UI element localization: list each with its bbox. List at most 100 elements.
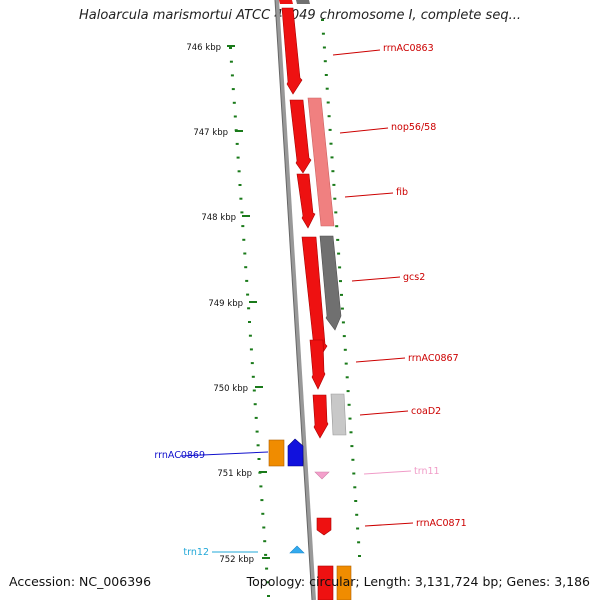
gene-arrow-coaD2-red[interactable] (312, 394, 329, 439)
gene-arrow-rrnAC0871[interactable] (316, 517, 332, 536)
chromosome-backbone (275, 0, 316, 600)
leader-line-nop56-58 (339, 127, 389, 134)
ring-dot (333, 197, 337, 200)
ring-dot (243, 252, 247, 255)
ring-dot (343, 348, 347, 351)
ruler-label-750: 750 kbp (213, 384, 248, 394)
leader-lines (179, 49, 414, 553)
gene-box-orange[interactable] (268, 439, 285, 467)
ring-dot (254, 416, 258, 419)
ring-dot (351, 458, 355, 461)
gene-arrow-rrnAC0869[interactable] (287, 438, 304, 467)
ring-dot (267, 595, 270, 597)
ring-dot (252, 389, 256, 392)
ring-dot (347, 403, 351, 406)
label-rrnAC0863[interactable]: rrnAC0863 (383, 43, 434, 54)
leader-line-rrnAC0869 (179, 451, 269, 457)
ring-dot (240, 211, 244, 214)
label-rrnAC0871[interactable]: rrnAC0871 (416, 518, 467, 529)
ring-dot (321, 19, 324, 21)
ring-dot (325, 87, 329, 90)
gene-arrow-rrnAC0867[interactable] (309, 339, 326, 390)
ring-dot (230, 74, 234, 77)
ring-dot (326, 101, 330, 104)
label-rrnAC0869[interactable]: rrnAC0869 (154, 450, 205, 461)
ring-dot (352, 472, 356, 475)
ring-dot (238, 184, 242, 186)
ring-dot (253, 403, 257, 406)
gene-arrow-gcs2[interactable] (319, 235, 342, 331)
ring-dot (232, 101, 236, 104)
label-coaD2[interactable]: coaD2 (411, 406, 441, 417)
inner-dotted-ring (229, 47, 270, 597)
gene-arrow-trn11[interactable] (314, 471, 330, 480)
ring-dot (242, 238, 246, 241)
ring-dot (261, 512, 265, 515)
ring-dot (336, 238, 340, 241)
ruler-label-746: 746 kbp (186, 43, 221, 53)
gene-arrow-fib[interactable] (307, 97, 335, 227)
ring-dot (327, 115, 331, 118)
ring-dot (244, 266, 248, 269)
ruler: 746 kbp 747 kbp 748 kbp 749 kbp 750 kbp … (186, 43, 270, 565)
ring-dot (236, 156, 240, 159)
ring-dot (322, 46, 326, 49)
gene-box-bottom-orange[interactable] (336, 565, 352, 600)
feature-labels: rrnAC0863 nop56/58 fib gcs2 rrnAC0867 co… (154, 43, 466, 558)
ring-dot (248, 321, 251, 323)
label-gcs2[interactable]: gcs2 (403, 272, 425, 283)
ring-dot (339, 280, 342, 283)
ring-dot (260, 499, 264, 502)
label-nop56-58[interactable]: nop56/58 (391, 122, 436, 133)
ring-dot (257, 458, 261, 460)
gene-arrow-rrnAC0863[interactable] (281, 7, 303, 95)
ring-dot (346, 390, 350, 393)
ring-dot (356, 527, 360, 530)
leader-line-coaD2 (359, 410, 409, 416)
leader-line-rrnAC0871 (364, 522, 414, 527)
leader-line-fib (344, 192, 394, 198)
gene-arrow-trn12[interactable] (289, 545, 305, 554)
ring-dot (357, 541, 361, 544)
ring-dot (344, 362, 348, 365)
features (268, 0, 352, 600)
chromosome-backbone-shade (274, 0, 313, 600)
leader-line-rrnAC0863 (332, 49, 381, 56)
label-trn11[interactable]: trn11 (414, 466, 440, 477)
ring-dot (345, 376, 349, 379)
gene-arrow-top-red[interactable] (279, 0, 293, 4)
ring-dot (348, 417, 352, 420)
gene-arrow-red-mid[interactable] (296, 173, 316, 229)
ring-dot (256, 444, 260, 447)
ring-dot (324, 74, 328, 76)
gene-arrow-coaD2[interactable] (330, 393, 347, 436)
gene-box-bottom-red[interactable] (317, 565, 334, 600)
gene-arrow-nop56-58[interactable] (289, 99, 312, 174)
ring-dot (265, 567, 269, 570)
ring-dot (330, 156, 334, 159)
ring-dot (241, 225, 245, 228)
ring-dot (246, 293, 250, 296)
topology-summary: Topology: circular; Length: 3,131,724 bp… (246, 574, 590, 589)
ring-dot (353, 486, 357, 489)
ring-dot (323, 60, 327, 63)
ring-dot (237, 170, 241, 173)
label-rrnAC0867[interactable]: rrnAC0867 (408, 353, 459, 364)
ring-dot (247, 307, 251, 310)
gene-arrow-top-gray[interactable] (296, 0, 310, 4)
ring-dot (350, 445, 354, 448)
map-title: Haloarcula marismortui ATCC 43049 chromo… (79, 8, 521, 23)
ring-dot (358, 555, 361, 557)
ring-dot (259, 485, 263, 488)
ring-dot (262, 526, 266, 529)
ruler-label-749: 749 kbp (208, 299, 243, 309)
ring-dot (328, 128, 332, 131)
ring-dot (342, 335, 346, 338)
label-fib[interactable]: fib (396, 187, 408, 198)
ring-dot (233, 115, 237, 118)
ring-dot (251, 375, 255, 378)
ring-dot (263, 540, 267, 543)
ring-dot (264, 553, 268, 556)
label-trn12[interactable]: trn12 (183, 547, 209, 558)
ruler-label-751: 751 kbp (217, 469, 252, 479)
